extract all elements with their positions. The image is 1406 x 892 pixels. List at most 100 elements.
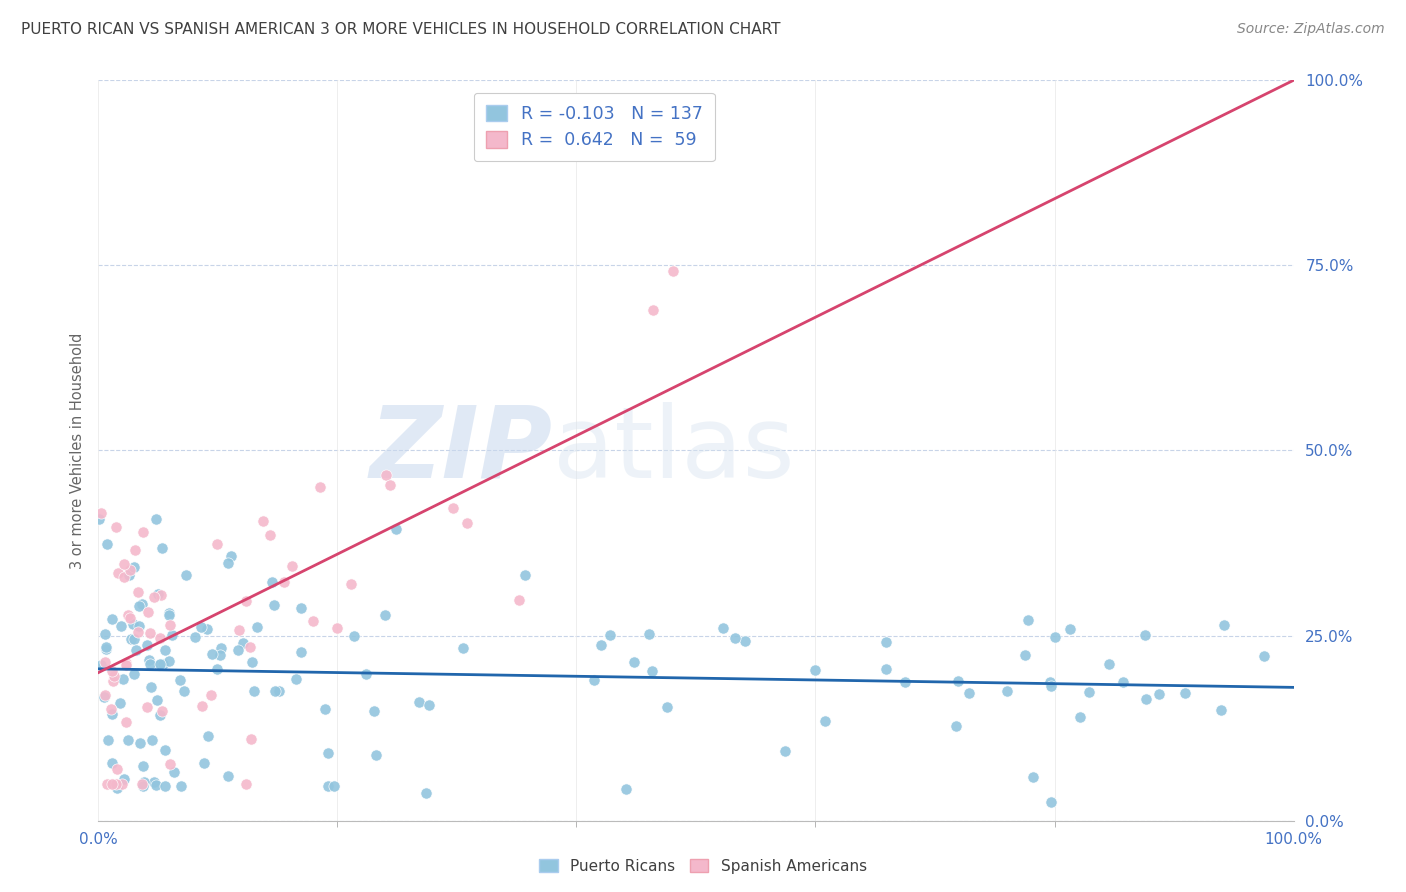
Point: [136, 638, 159, 652]
Point: [614, 782, 637, 797]
Point: [127, 625, 149, 640]
Point: [814, 714, 837, 729]
Point: [173, 683, 195, 698]
Point: [309, 480, 332, 494]
Point: [354, 667, 377, 681]
Point: [146, 587, 169, 601]
Point: [515, 568, 537, 582]
Point: [114, 714, 136, 729]
Point: [174, 568, 197, 582]
Point: [219, 549, 242, 563]
Point: [115, 656, 138, 670]
Point: [243, 684, 266, 698]
Point: [94, 627, 117, 641]
Point: [453, 641, 475, 656]
Point: [142, 590, 165, 604]
Point: [316, 779, 339, 793]
Point: [228, 624, 250, 638]
Point: [124, 666, 146, 681]
Point: [152, 657, 174, 671]
Point: [157, 654, 180, 668]
Point: [1147, 687, 1170, 701]
Point: [118, 611, 141, 625]
Point: [364, 748, 387, 763]
Point: [340, 577, 363, 591]
Point: [190, 620, 212, 634]
Point: [378, 478, 401, 492]
Point: [945, 718, 967, 732]
Point: [326, 621, 349, 635]
Point: [110, 619, 132, 633]
Point: [408, 695, 430, 709]
Point: [159, 607, 181, 622]
Point: [201, 647, 224, 661]
Point: [1039, 795, 1062, 809]
Point: [149, 588, 172, 602]
Point: [153, 643, 176, 657]
Point: [252, 514, 274, 528]
Point: [138, 626, 160, 640]
Point: [120, 632, 142, 646]
Point: [711, 621, 734, 635]
Point: [124, 543, 146, 558]
Point: [150, 541, 173, 556]
Point: [323, 780, 346, 794]
Point: [205, 662, 228, 676]
Point: [121, 617, 143, 632]
Point: [139, 680, 162, 694]
Point: [101, 612, 124, 626]
Point: [149, 632, 172, 646]
Point: [240, 655, 263, 669]
Point: [314, 702, 336, 716]
Point: [1014, 648, 1036, 662]
Point: [589, 638, 612, 652]
Point: [281, 558, 304, 573]
Point: [149, 708, 172, 723]
Point: [150, 704, 173, 718]
Point: [205, 537, 228, 551]
Point: [90, 506, 112, 520]
Point: [131, 776, 153, 791]
Point: [235, 593, 257, 607]
Point: [120, 563, 142, 577]
Point: [145, 778, 167, 792]
Point: [775, 743, 797, 757]
Point: [1253, 649, 1275, 664]
Point: [259, 528, 281, 542]
Point: [232, 636, 254, 650]
Point: [94, 640, 117, 654]
Point: [285, 672, 308, 686]
Text: ZIP: ZIP: [370, 402, 553, 499]
Point: [93, 690, 115, 705]
Point: [655, 700, 678, 714]
Point: [1098, 657, 1121, 671]
Point: [262, 575, 284, 590]
Point: [1022, 770, 1045, 784]
Point: [159, 757, 181, 772]
Point: [1039, 675, 1062, 690]
Point: [894, 674, 917, 689]
Point: [200, 688, 222, 702]
Point: [1017, 613, 1039, 627]
Point: [374, 467, 396, 482]
Point: [217, 556, 239, 570]
Point: [1213, 618, 1236, 632]
Point: [290, 600, 312, 615]
Point: [385, 522, 408, 536]
Point: [1039, 679, 1062, 693]
Point: [169, 673, 191, 688]
Point: [415, 786, 437, 800]
Point: [239, 640, 262, 655]
Point: [93, 688, 115, 702]
Point: [190, 698, 212, 713]
Point: [875, 634, 897, 648]
Point: [456, 516, 478, 530]
Text: Source: ZipAtlas.com: Source: ZipAtlas.com: [1237, 22, 1385, 37]
Point: [110, 696, 132, 710]
Point: [197, 730, 219, 744]
Point: [508, 593, 530, 607]
Point: [162, 628, 184, 642]
Point: [138, 657, 160, 672]
Point: [363, 704, 385, 718]
Point: [97, 733, 120, 747]
